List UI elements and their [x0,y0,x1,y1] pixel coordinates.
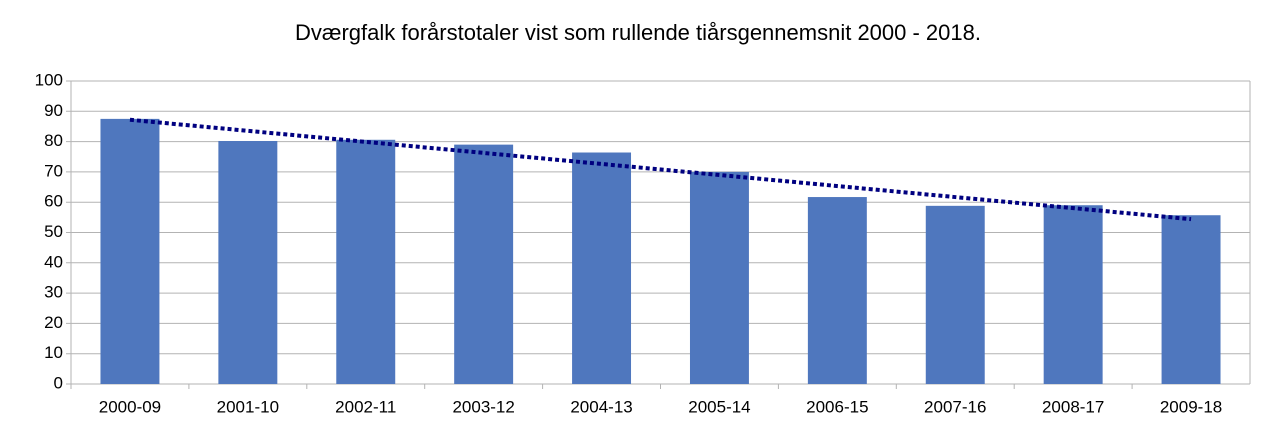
chart-title: Dværgfalk forårstotaler vist som rullend… [295,20,981,45]
bar [336,139,396,384]
bar [454,144,514,384]
y-tick-label: 50 [44,222,63,241]
x-tick-label: 2002-11 [335,397,396,416]
x-tick-label: 2008-17 [1042,397,1104,416]
y-tick-label: 90 [44,101,63,120]
bar [572,152,632,384]
y-tick-label: 70 [44,161,63,180]
bar [100,118,160,384]
x-tick-label: 2004-13 [570,397,632,416]
bar [1161,215,1221,384]
bar [925,205,985,384]
y-tick-label: 0 [54,373,63,392]
y-tick-label: 100 [35,70,63,89]
x-tick-label: 2000-09 [99,397,161,416]
bar [807,197,867,384]
x-tick-label: 2006-15 [806,397,868,416]
y-tick-label: 30 [44,283,63,302]
y-tick-label: 10 [44,343,63,362]
bar [689,171,749,384]
x-tick-label: 2003-12 [452,397,514,416]
x-tick-label: 2007-16 [924,397,986,416]
y-tick-label: 20 [44,313,63,332]
x-tick-label: 2001-10 [217,397,279,416]
y-tick-label: 80 [44,131,63,150]
trendline [129,117,1192,222]
bar [218,140,278,384]
x-tick-label: 2005-14 [688,397,750,416]
bar [1043,205,1103,384]
y-tick-label: 60 [44,192,63,211]
y-tick-label: 40 [44,252,63,271]
x-tick-label: 2009-18 [1160,397,1222,416]
